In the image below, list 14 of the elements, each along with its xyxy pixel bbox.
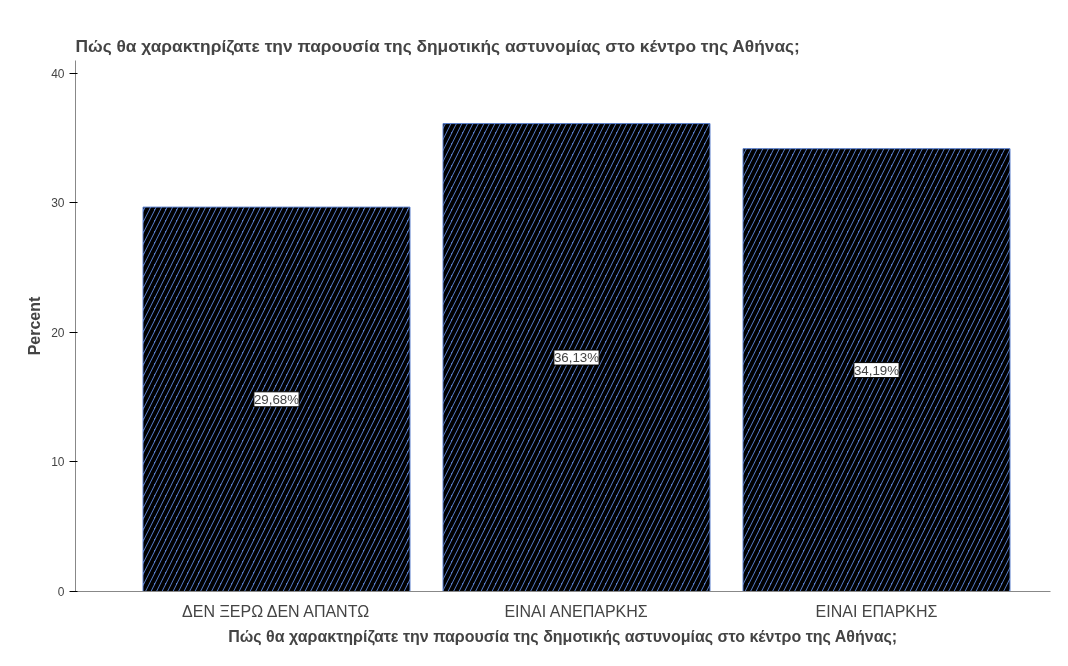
y-tick-label: 20 xyxy=(51,325,65,340)
y-axis-title: Percent xyxy=(26,295,44,356)
x-tick-label: ΕΙΝΑΙ ΑΝΕΠΑΡΚΗΣ xyxy=(504,602,648,620)
y-tick-label: 0 xyxy=(57,585,65,599)
data-label: 36,13% xyxy=(553,350,600,366)
data-label: 34,19% xyxy=(853,362,900,378)
data-label: 29,68% xyxy=(253,391,300,407)
chart-title: Πώς θα χαρακτηρίζατε την παρουσία της δημοτικής αστυνομίας στο κέντρο της Αθήνας; xyxy=(75,35,800,56)
x-axis-title: Πώς θα χαρακτηρίζατε την παρουσία της δημοτικής αστυνομίας στο κέντρο της Αθήνας; xyxy=(228,627,898,646)
y-tick-label: 40 xyxy=(51,66,65,81)
x-tick-label: ΔΕΝ ΞΕΡΩ ΔΕΝ ΑΠΑΝΤΩ xyxy=(182,602,370,620)
y-tick-label: 10 xyxy=(51,455,65,470)
x-tick-label: ΕΙΝΑΙ ΕΠΑΡΚΗΣ xyxy=(815,602,938,620)
y-tick-label: 30 xyxy=(51,196,65,211)
